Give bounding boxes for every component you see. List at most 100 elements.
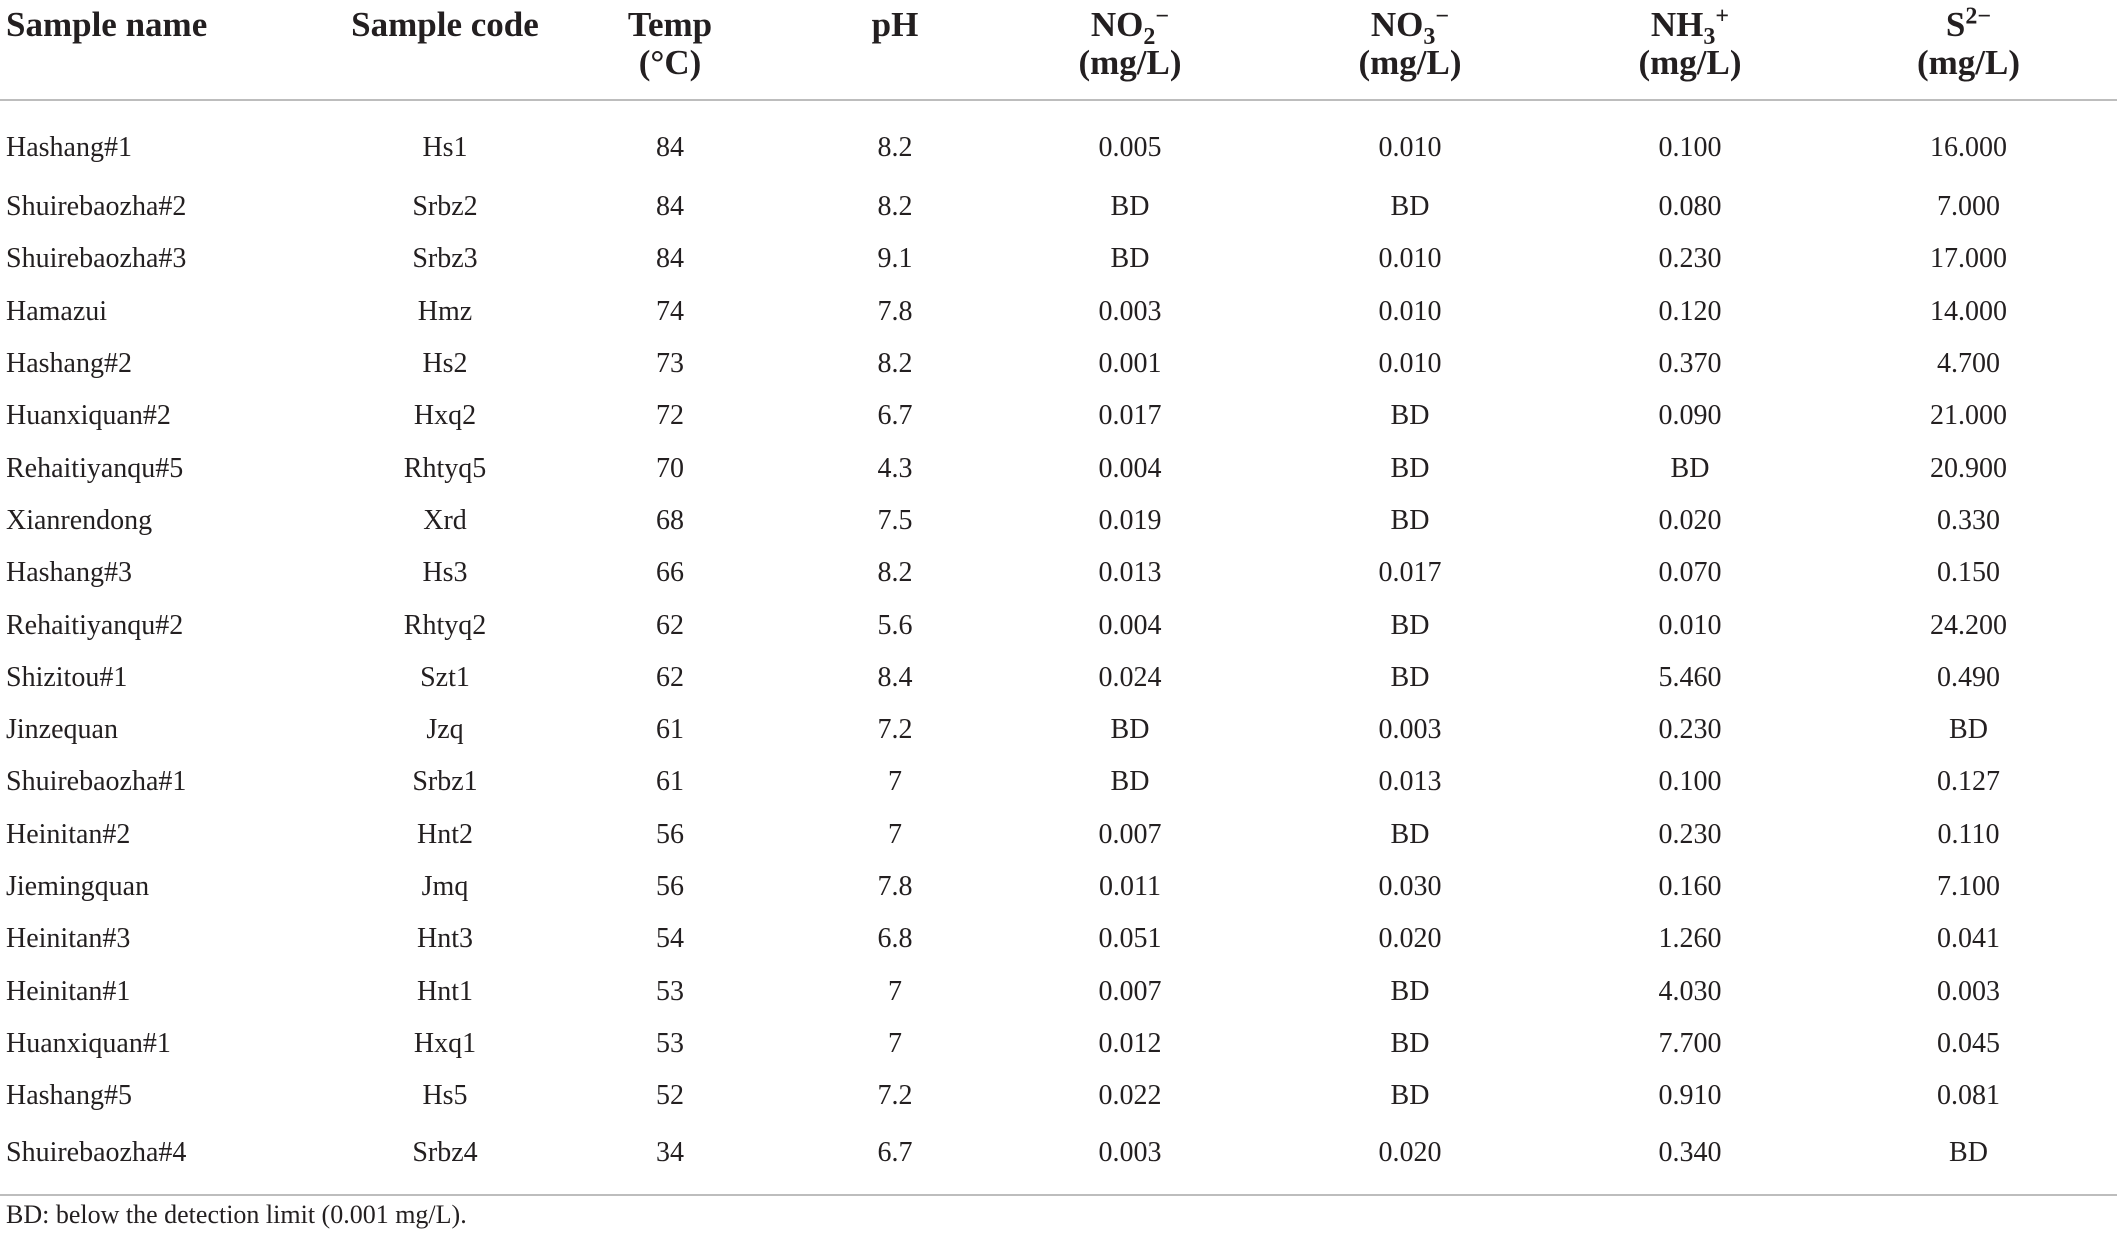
cell-sample-code: Szt1 xyxy=(420,661,470,693)
no2-sub: 2 xyxy=(1143,24,1156,50)
cell-sample-code: Hnt2 xyxy=(417,818,473,850)
cell-no2: BD xyxy=(1110,766,1150,798)
cell-sample-name: Shuirebaozha#1 xyxy=(6,766,187,798)
cell-ph: 6.7 xyxy=(790,1122,1000,1197)
cell-ph: 4.3 xyxy=(877,452,913,484)
cell-no3: 0.013 xyxy=(1378,766,1442,798)
cell-no3: 0.010 xyxy=(1378,348,1442,380)
cell-s2: 21.000 xyxy=(1930,400,2007,432)
table-row: Hashang#2 Hs2 73 8.2 0.001 0.010 0.370 4.700 xyxy=(0,338,2117,390)
cell-no3: 0.003 xyxy=(1378,714,1442,746)
cell-nh3: 0.010 xyxy=(1658,609,1722,641)
cell-s2: 0.045 xyxy=(1937,1027,2000,1059)
cell-sample-name: Rehaitiyanqu#5 xyxy=(6,452,184,484)
cell-no2: 0.001 xyxy=(1098,348,1162,380)
cell-sample-name: Hamazui xyxy=(6,295,108,327)
cell-ph: 8.2 xyxy=(877,191,913,223)
cell-nh3: 0.080 xyxy=(1658,191,1722,223)
cell-temp: 61 xyxy=(656,714,684,746)
header-nh3-unit: (mg/L) xyxy=(1638,43,1742,82)
header-no3-unit: (mg/L) xyxy=(1358,43,1462,82)
cell-s2: 0.041 xyxy=(1937,923,2000,955)
cell-s2: 4.700 xyxy=(1937,348,2000,380)
table-row: Huanxiquan#1 Hxq1 53 7 0.012 BD 7.700 0.045 xyxy=(0,1018,2117,1070)
cell-temp: 34 xyxy=(550,1122,790,1197)
nh3-sup: + xyxy=(1715,3,1730,30)
cell-no2: 0.017 xyxy=(1098,400,1162,432)
table-row: Shuirebaozha#2 Srbz2 84 8.2 BD BD 0.080 7.000 xyxy=(0,181,2117,233)
cell-sample-name: Huanxiquan#2 xyxy=(6,400,171,432)
table-row: Rehaitiyanqu#2 Rhtyq2 62 5.6 0.004 BD 0.010 24.… xyxy=(0,599,2117,651)
header-temp-text: Temp xyxy=(627,5,713,44)
cell-no3: BD xyxy=(1390,504,1430,536)
table-row: Hashang#5 Hs5 52 7.2 0.022 BD 0.910 0.081 xyxy=(0,1070,2117,1122)
cell-no3: BD xyxy=(1390,400,1430,432)
table-row: Shuirebaozha#3 Srbz3 84 9.1 BD 0.010 0.230 17.0… xyxy=(0,233,2117,285)
table-row: Shuirebaozha#4 Srbz4 34 6.7 0.003 0.020 0.340 B… xyxy=(0,1122,2117,1197)
cell-no2: 0.013 xyxy=(1098,557,1162,589)
cell-ph: 7.8 xyxy=(877,871,913,902)
cell-nh3: 0.020 xyxy=(1658,504,1722,536)
cell-ph: 9.1 xyxy=(877,243,913,275)
cell-s2: 7.100 xyxy=(1937,871,2000,902)
cell-sample-name: Hashang#5 xyxy=(6,1080,132,1112)
cell-sample-code: Xrd xyxy=(423,504,467,536)
cell-sample-code: Rhtyq5 xyxy=(403,452,487,484)
header-no2-formula: NO2− xyxy=(1000,4,1260,49)
table-row: Hashang#1 Hs1 84 8.2 0.005 0.010 0.100 16.000 xyxy=(0,100,2117,181)
cell-s2: 0.081 xyxy=(1937,1080,2000,1112)
cell-sample-name: Heinitan#2 xyxy=(6,818,131,850)
header-sample-name-text: Sample name xyxy=(6,5,208,44)
cell-no2: BD xyxy=(1110,191,1150,223)
cell-sample-name: Shuirebaozha#4 xyxy=(0,1122,340,1197)
cell-nh3: 0.340 xyxy=(1560,1122,1820,1197)
cell-sample-name: Huanxiquan#1 xyxy=(6,1027,171,1059)
cell-s2: BD xyxy=(1820,1122,2117,1197)
cell-no2: 0.004 xyxy=(1098,452,1162,484)
cell-no2: 0.011 xyxy=(1099,871,1161,902)
cell-nh3: 0.910 xyxy=(1658,1080,1722,1112)
cell-no3: BD xyxy=(1390,975,1430,1007)
cell-nh3: 4.030 xyxy=(1658,975,1722,1007)
header-nh3: NH3+ (mg/L) xyxy=(1560,0,1820,101)
cell-nh3: 0.100 xyxy=(1658,766,1722,798)
cell-no3: 0.010 xyxy=(1378,243,1442,275)
s2-sup: 2− xyxy=(1965,3,1992,30)
cell-temp: 74 xyxy=(656,295,684,327)
header-sample-name: Sample name xyxy=(0,0,340,101)
cell-nh3: BD xyxy=(1670,452,1710,484)
cell-sample-code: Hnt3 xyxy=(417,923,473,955)
cell-nh3: 5.460 xyxy=(1658,661,1722,693)
cell-temp: 84 xyxy=(656,132,684,163)
cell-no3: 0.020 xyxy=(1260,1122,1560,1197)
cell-no3: BD xyxy=(1390,661,1430,693)
cell-temp: 56 xyxy=(656,871,684,902)
table-row: Shuirebaozha#1 Srbz1 61 7 BD 0.013 0.100 0.127 xyxy=(0,756,2117,808)
cell-no2: 0.004 xyxy=(1098,609,1162,641)
cell-no2: BD xyxy=(1110,714,1150,746)
header-temp: Temp (°C) xyxy=(550,0,790,101)
cell-no3: BD xyxy=(1390,609,1430,641)
cell-sample-code: Rhtyq2 xyxy=(403,609,487,641)
cell-sample-code: Hs5 xyxy=(422,1080,468,1112)
cell-temp: 84 xyxy=(656,191,684,223)
cell-sample-code: Jmq xyxy=(421,871,469,902)
cell-no2: 0.003 xyxy=(1000,1122,1260,1197)
cell-sample-code: Hs2 xyxy=(422,348,468,380)
cell-no3: BD xyxy=(1390,818,1430,850)
cell-ph: 6.7 xyxy=(877,400,913,432)
cell-nh3: 0.070 xyxy=(1658,557,1722,589)
table-row: Jinzequan Jzq 61 7.2 BD 0.003 0.230 BD xyxy=(0,704,2117,756)
cell-no3: 0.010 xyxy=(1378,132,1442,163)
header-ph: pH xyxy=(790,0,1000,101)
header-row: Sample name Sample code Temp (°C) pH NO2… xyxy=(0,0,2117,101)
header-temp-unit: (°C) xyxy=(638,43,702,82)
cell-no3: BD xyxy=(1390,1080,1430,1112)
cell-sample-name: Rehaitiyanqu#2 xyxy=(6,609,184,641)
cell-ph: 7.2 xyxy=(877,1080,913,1112)
header-no3-formula: NO3− xyxy=(1260,4,1560,49)
table-row: Hamazui Hmz 74 7.8 0.003 0.010 0.120 14.000 xyxy=(0,286,2117,338)
cell-s2: 16.000 xyxy=(1930,132,2007,163)
cell-sample-name: Hashang#1 xyxy=(6,132,132,163)
cell-nh3: 7.700 xyxy=(1658,1027,1722,1059)
